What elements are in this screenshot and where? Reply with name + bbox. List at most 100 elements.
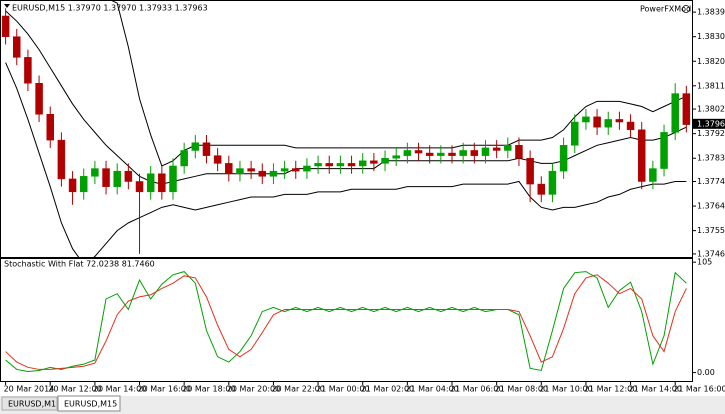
x-tick-label: 20 Mar 20:00 [227,385,280,394]
candle-body [79,176,88,193]
candle-body [303,165,311,172]
bollinger-band [5,62,687,257]
y-tick-label: 1.37550 [697,226,725,235]
stochastic-line [5,271,687,373]
candle-body [213,155,222,164]
candle-body [247,168,255,172]
tab-label[interactable]: EURUSD,M15 [64,400,117,409]
candle-body [113,170,121,187]
candle-body [191,142,200,151]
candle-body [492,147,501,151]
candle-body [425,152,434,156]
smiley-icon [682,5,690,13]
x-tick-label: 20 Mar 14:00 [93,385,146,394]
candle-body [571,121,579,146]
y-tick-label: 1.38395 [697,8,725,17]
sub-plot [5,271,687,373]
tab-active[interactable] [57,395,121,412]
candle-body [258,170,267,177]
candle-body [68,178,77,193]
candle-body [604,119,612,128]
main-frame [0,0,693,258]
candle-body [526,157,534,185]
y-tick-label: 1.37460 [697,249,725,258]
candle-body [13,36,21,58]
candle-body [135,181,144,193]
candle-body [347,163,356,167]
candle-body [57,139,66,180]
candle-body [548,170,557,195]
x-tick-label: 21 Mar 14:00 [629,385,682,394]
stochastic-line [5,274,687,370]
candle-body [392,155,400,159]
candle-body [403,150,412,156]
x-tick-label: 20 Mar 2014 [4,385,55,394]
candle-body [593,116,601,128]
candle-body [24,57,32,84]
candle-body [336,163,345,167]
candle-body [280,168,289,172]
last-price-box [693,118,725,129]
candle-body [437,152,445,156]
candle-body [225,163,233,174]
x-tick-label: 21 Mar 10:00 [539,385,592,394]
candle-body [414,150,423,154]
indicator-name: PowerFXMod [640,5,691,14]
candle-body [459,150,467,156]
x-tick-label: 21 Mar 08:00 [495,385,548,394]
y-tick-label: 1.37925 [697,129,725,138]
x-tick-label: 21 Mar 04:00 [405,385,458,394]
main-plot [1,1,691,257]
candle-body [124,170,133,182]
candle-body [358,160,367,167]
candle-body [559,145,568,172]
tab[interactable] [1,396,58,411]
candle-body [470,150,479,156]
y-tick-label: 1.37645 [697,202,725,211]
candle-body [180,150,188,167]
y-tick-label: 1.37830 [697,154,725,163]
x-tick-label: 21 Mar 12:00 [584,385,637,394]
x-tick-label: 20 Mar 12:00 [48,385,101,394]
candle-body [660,132,668,169]
y-tick-label: 1.38020 [697,105,725,114]
candle-body [537,183,546,195]
y-tick-label: 105 [697,258,712,267]
tab-bar [0,396,725,414]
candle-body [269,170,278,177]
candle-body [91,168,99,177]
candle-body [649,168,657,182]
candle-body [325,163,333,167]
candle-body [615,119,624,123]
main-title: EURUSD,M15 1.37970 1.37970 1.37933 1.379… [12,4,208,13]
candle-body [682,93,691,125]
candle-body [202,142,211,156]
sub-title: Stochastic With Flat 72.0238 81.7460 [4,260,155,269]
y-tick-label: 0.00 [697,368,715,377]
candle-body [381,157,389,164]
x-tick-label: 20 Mar 16:00 [138,385,191,394]
last-price-label: 1.37963 [697,119,725,128]
y-tick-label: 1.37740 [697,177,725,186]
candle-body [292,168,300,172]
x-tick-label: 21 Mar 02:00 [361,385,414,394]
candle-body [35,82,43,115]
candle-body [671,93,679,133]
x-tick-label: 21 Mar 16:00 [673,385,725,394]
candle-body [1,15,10,37]
bollinger-band [5,10,687,185]
candle-body [626,121,635,131]
x-tick-label: 20 Mar 18:00 [182,385,235,394]
y-tick-label: 1.38205 [697,57,725,66]
candle-body [146,173,155,193]
axes: 1.38395 1.38300 1.38205 1.38110 1.38020 1.379… [4,8,725,394]
x-tick-label: 21 Mar 06:00 [450,385,503,394]
candle-body [236,168,244,174]
bollinger-band [111,1,687,167]
candle-body [637,129,646,182]
tab-label[interactable]: EURUSD,M1 [8,400,56,409]
title-arrow [4,4,10,8]
candle-body [504,145,512,151]
candle-body [582,116,590,123]
